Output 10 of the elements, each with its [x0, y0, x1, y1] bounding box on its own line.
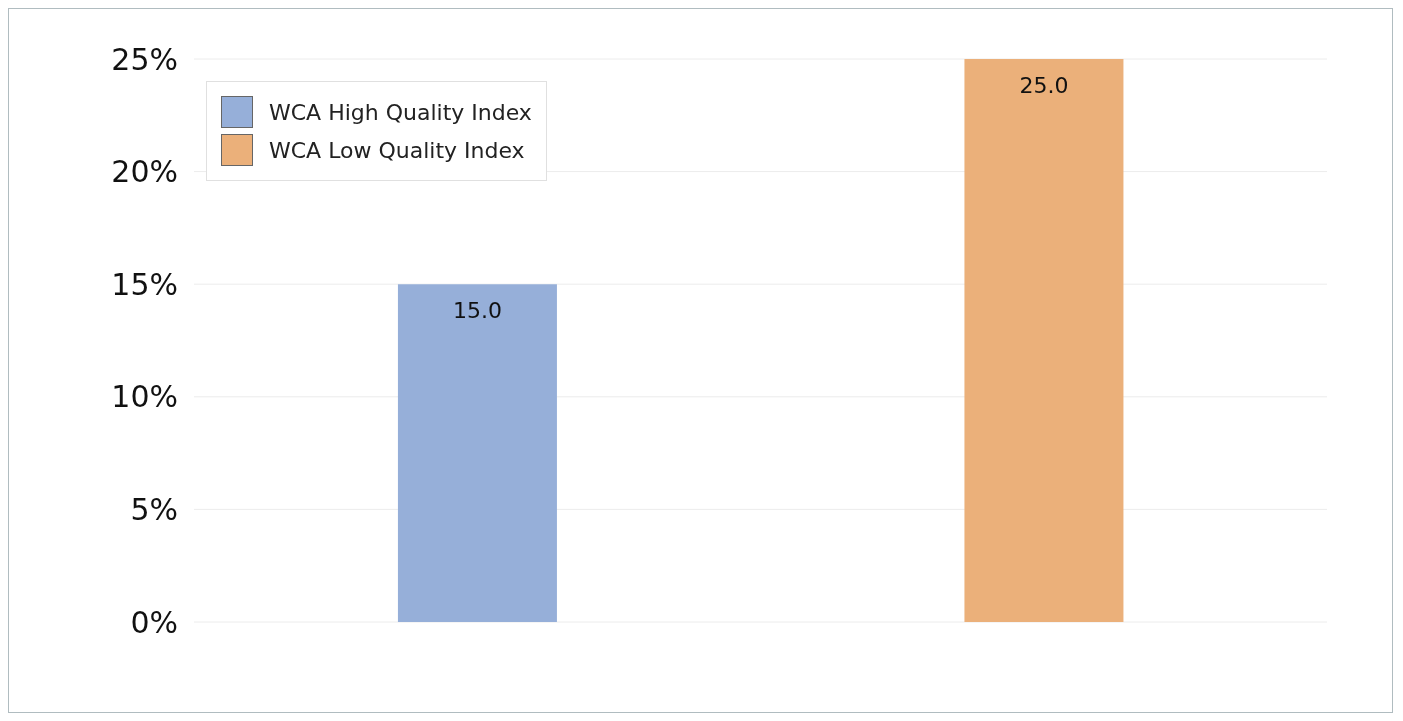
- data-label: 15.0: [452, 298, 502, 324]
- y-tick-label: 5%: [130, 492, 178, 528]
- y-tick-label: 0%: [130, 604, 178, 640]
- y-tick-label: 20%: [111, 154, 178, 190]
- legend-label: WCA High Quality Index: [269, 99, 532, 125]
- y-tick-label: 25%: [111, 41, 178, 77]
- data-label: 25.0: [1019, 73, 1069, 98]
- y-tick-label: 10%: [111, 379, 178, 415]
- y-tick-label: 15%: [111, 266, 178, 302]
- legend-label: WCA Low Quality Index: [269, 137, 525, 163]
